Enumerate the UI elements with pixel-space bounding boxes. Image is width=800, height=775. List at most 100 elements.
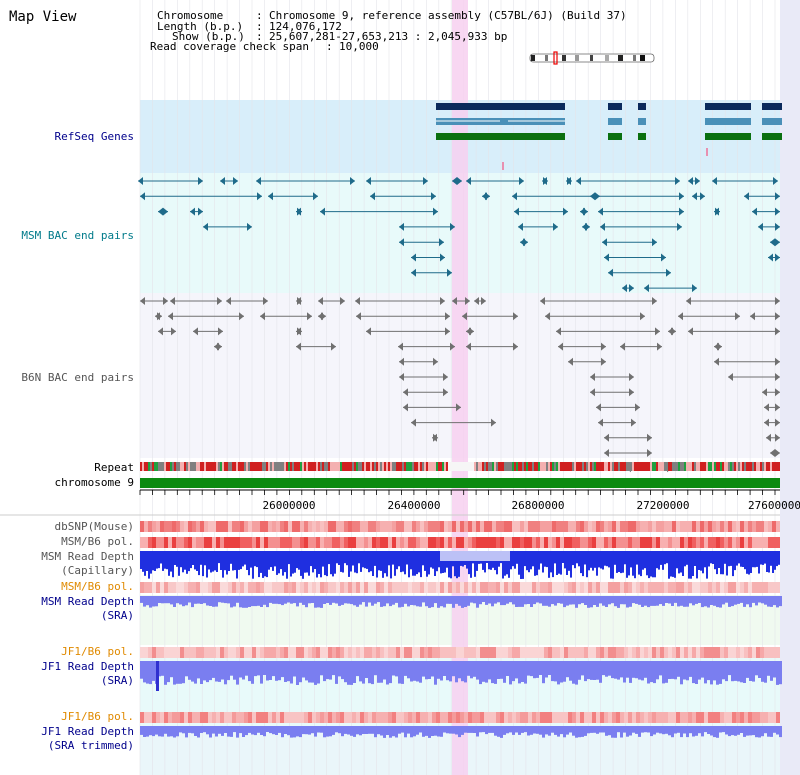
heat-cell bbox=[744, 712, 748, 723]
depth-bar bbox=[209, 661, 212, 681]
heat-cell bbox=[220, 647, 224, 658]
repeat-segment bbox=[594, 462, 596, 471]
track-label-msm-b6-pol[interactable]: MSM/B6 pol. bbox=[61, 535, 134, 548]
depth-bar bbox=[362, 596, 365, 603]
depth-bar bbox=[666, 551, 668, 564]
heat-cell bbox=[272, 537, 276, 548]
b6n-bac-pair-end bbox=[140, 297, 145, 305]
depth-bar bbox=[467, 596, 470, 606]
depth-bar bbox=[521, 661, 524, 682]
heat-cell bbox=[384, 521, 388, 532]
depth-bar bbox=[416, 661, 419, 682]
depth-bar bbox=[168, 551, 170, 576]
heat-cell bbox=[352, 712, 356, 723]
depth-bar bbox=[527, 726, 530, 736]
track-label-jf1-b6-pol-2[interactable]: JF1/B6 pol. bbox=[61, 710, 134, 723]
heat-cell bbox=[504, 712, 508, 723]
heat-cell bbox=[708, 582, 712, 593]
heat-cell bbox=[700, 537, 704, 548]
heat-cell bbox=[432, 582, 436, 593]
depth-bar bbox=[748, 551, 750, 575]
heat-cell bbox=[548, 537, 552, 548]
track-label-jf1-depth-trim[interactable]: JF1 Read Depth bbox=[41, 725, 134, 738]
track-label-dbsnp[interactable]: dbSNP(Mouse) bbox=[54, 520, 134, 533]
msm-bac-pair-end bbox=[590, 192, 595, 201]
repeat-segment bbox=[684, 462, 686, 471]
track-label-refseq[interactable]: RefSeq Genes bbox=[54, 130, 134, 143]
heat-cell bbox=[740, 647, 744, 658]
heat-cell bbox=[424, 582, 428, 593]
depth-bar bbox=[768, 551, 770, 573]
track-label-jf1-depth-sra[interactable]: JF1 Read Depth bbox=[41, 660, 134, 673]
heat-cell bbox=[480, 582, 484, 593]
track-label-msm-depth-cap[interactable]: MSM Read Depth bbox=[41, 550, 134, 563]
heat-cell bbox=[768, 712, 772, 723]
repeat-segment bbox=[608, 462, 610, 471]
repeat-segment bbox=[412, 462, 414, 471]
depth-bar bbox=[206, 661, 209, 683]
heat-cell bbox=[320, 712, 324, 723]
heat-cell bbox=[760, 537, 764, 548]
depth-bar bbox=[566, 726, 569, 735]
track-label-msm-bac[interactable]: MSM BAC end pairs bbox=[21, 229, 134, 242]
heat-cell bbox=[328, 521, 332, 532]
repeat-segment bbox=[710, 462, 712, 471]
depth-bar bbox=[654, 551, 656, 578]
depth-bar bbox=[670, 551, 672, 577]
depth-bar bbox=[485, 726, 488, 735]
track-label-msm-b6-pol-2[interactable]: MSM/B6 pol. bbox=[61, 580, 134, 593]
heat-cell bbox=[452, 521, 456, 532]
depth-bar bbox=[269, 661, 272, 680]
repeat-segment bbox=[708, 462, 710, 471]
depth-bar bbox=[176, 551, 178, 567]
repeat-segment bbox=[312, 462, 314, 471]
heat-cell bbox=[584, 712, 588, 723]
depth-bar bbox=[461, 726, 464, 735]
depth-bar bbox=[554, 551, 556, 564]
depth-bar bbox=[684, 551, 686, 567]
b6n-bac-pair-end bbox=[629, 373, 634, 381]
depth-bar bbox=[276, 551, 278, 575]
msm-bac-pair-end bbox=[775, 238, 780, 247]
depth-bar bbox=[683, 726, 686, 734]
depth-bar bbox=[566, 596, 569, 606]
track-label-msm-depth-sra[interactable]: MSM Read Depth bbox=[41, 595, 134, 608]
heat-cell bbox=[316, 582, 320, 593]
b6n-bac-pair-end bbox=[163, 297, 168, 305]
depth-bar bbox=[560, 596, 563, 604]
depth-bar bbox=[550, 551, 552, 573]
track-label-b6n-bac[interactable]: B6N BAC end pairs bbox=[21, 371, 134, 384]
msm-bac-pair-end bbox=[602, 238, 607, 247]
repeat-segment bbox=[286, 462, 288, 471]
depth-bar bbox=[726, 551, 728, 576]
heat-cell bbox=[552, 521, 556, 532]
depth-bar bbox=[341, 661, 344, 680]
heat-cell bbox=[444, 521, 448, 532]
msm-bac-pair-end bbox=[512, 192, 517, 201]
depth-bar bbox=[698, 596, 701, 603]
repeat-segment bbox=[292, 462, 294, 471]
repeat-segment bbox=[370, 462, 372, 471]
msm-bac-pair-end bbox=[366, 177, 371, 185]
depth-bar bbox=[570, 551, 572, 578]
heat-cell bbox=[320, 537, 324, 548]
depth-bar bbox=[152, 596, 155, 607]
heat-cell bbox=[524, 537, 528, 548]
depth-bar bbox=[212, 596, 215, 607]
b6n-bac-pair-end bbox=[218, 327, 223, 336]
b6n-bac-pair-end bbox=[647, 433, 652, 442]
depth-bar bbox=[292, 551, 294, 574]
depth-bar bbox=[644, 661, 647, 678]
depth-bar bbox=[644, 726, 647, 733]
depth-bar bbox=[288, 551, 290, 565]
repeat-segment bbox=[638, 462, 640, 471]
depth-bar bbox=[749, 596, 752, 608]
track-label-jf1-b6-pol[interactable]: JF1/B6 pol. bbox=[61, 645, 134, 658]
heat-cell bbox=[708, 521, 712, 532]
repeat-segment bbox=[546, 462, 548, 471]
repeat-segment bbox=[282, 462, 284, 471]
b6n-bac-pair-end bbox=[775, 433, 780, 442]
heat-cell bbox=[540, 647, 544, 658]
b6n-bac-pair-end bbox=[678, 312, 683, 321]
